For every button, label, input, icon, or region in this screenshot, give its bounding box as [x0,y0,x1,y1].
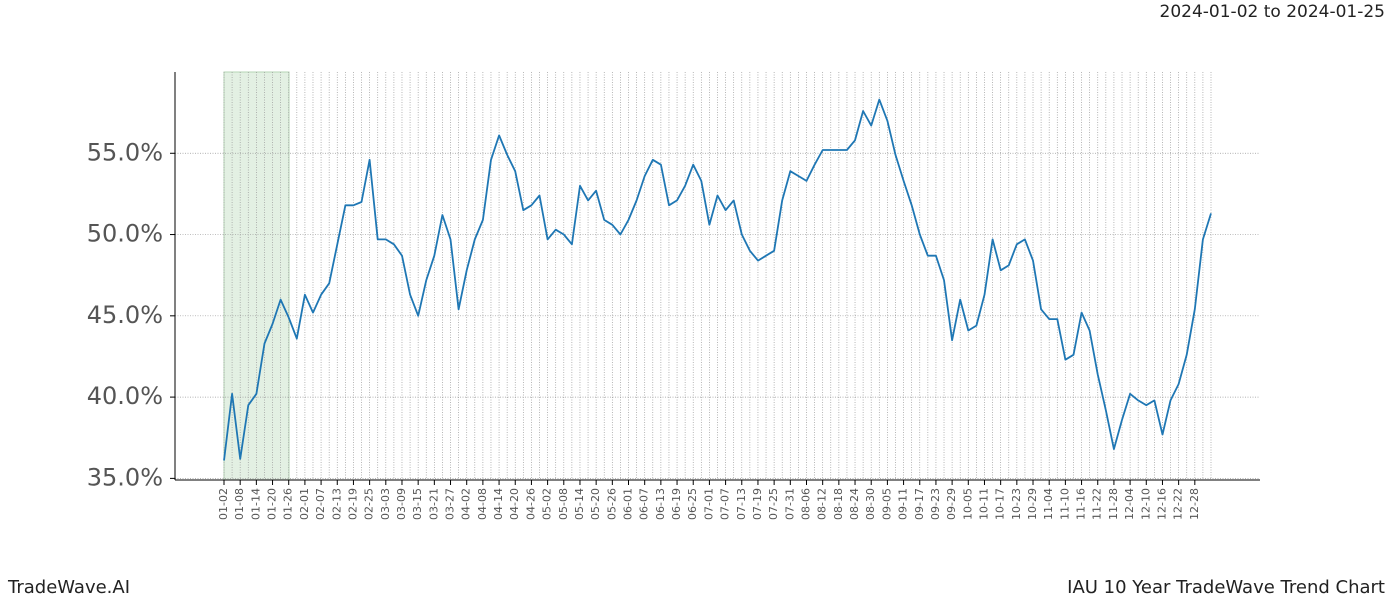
x-tick-label: 08-06 [799,488,812,520]
x-tick-label: 10-29 [1026,488,1039,520]
x-tick-label: 12-16 [1155,488,1168,520]
x-tick-label: 05-26 [605,488,618,520]
x-tick-label: 06-19 [670,488,683,520]
x-tick-label: 11-22 [1091,488,1104,520]
date-range: 2024-01-02 to 2024-01-25 [1160,2,1385,22]
x-tick-label: 12-28 [1188,488,1201,520]
x-tick-label: 01-20 [266,488,279,520]
x-tick-label: 04-14 [492,488,505,520]
x-tick-label: 10-23 [1010,488,1023,520]
x-tick-label: 07-01 [702,488,715,520]
x-tick-label: 03-09 [395,488,408,520]
x-tick-label: 09-05 [880,488,893,520]
highlight-band [223,71,290,481]
x-tick-label: 03-15 [411,488,424,520]
x-tick-label: 04-02 [460,488,473,520]
x-tick-label: 02-25 [363,488,376,520]
x-tick-label: 09-17 [913,488,926,520]
x-tick-label: 10-11 [977,488,990,520]
x-tick-label: 04-26 [524,488,537,520]
x-tick-label: 02-01 [298,488,311,520]
x-tick-label: 02-07 [314,488,327,520]
line-series [223,98,1212,461]
x-tick-label: 08-24 [848,488,861,520]
x-tick-label: 09-23 [929,488,942,520]
x-tick-label: 11-16 [1075,488,1088,520]
x-tick-label: 07-07 [719,488,732,520]
x-tick-label: 09-29 [945,488,958,520]
x-tick-label: 03-21 [427,488,440,520]
x-tick-label: 12-04 [1123,488,1136,520]
x-tick-label: 12-22 [1172,488,1185,520]
x-tick-label: 07-25 [767,488,780,520]
x-tick-label: 10-05 [961,488,974,520]
y-tick-label: 35.0% [87,463,163,491]
x-tick-label: 05-14 [573,488,586,520]
x-tick-label: 01-02 [217,488,230,520]
grid [175,72,1260,480]
x-tick-label: 01-14 [249,488,262,520]
chart-title: IAU 10 Year TradeWave Trend Chart [1067,577,1385,598]
y-tick-label: 50.0% [87,220,163,248]
x-tick-label: 05-02 [541,488,554,520]
x-tick-label: 05-20 [589,488,602,520]
x-tick-label: 04-08 [476,488,489,520]
x-tick-label: 03-03 [379,488,392,520]
x-tick-label: 07-31 [783,488,796,520]
x-tick-label: 01-26 [282,488,295,520]
x-tick-label: 01-08 [233,488,246,520]
x-tick-label: 08-12 [816,488,829,520]
x-tick-label: 08-18 [832,488,845,520]
x-tick-label: 09-11 [897,488,910,520]
x-tick-label: 02-19 [346,488,359,520]
x-tick-label: 06-13 [654,488,667,520]
x-tick-label: 06-01 [622,488,635,520]
y-tick-label: 55.0% [87,138,163,166]
x-tick-label: 06-07 [638,488,651,520]
brand: TradeWave.AI [7,577,130,598]
x-tick-label: 11-28 [1107,488,1120,520]
x-tick-label: 11-04 [1042,488,1055,520]
y-tick-label: 45.0% [87,301,163,329]
x-tick-label: 07-19 [751,488,764,520]
x-tick-label: 11-10 [1058,488,1071,520]
x-tick-label: 10-17 [994,488,1007,520]
x-tick-label: 05-08 [557,488,570,520]
marks [223,98,1212,461]
y-tick-label: 40.0% [87,382,163,410]
x-tick-label: 04-20 [508,488,521,520]
x-tick-label: 03-27 [444,488,457,520]
x-tick-label: 12-10 [1139,488,1152,520]
x-tick-label: 08-30 [864,488,877,520]
x-tick-label: 07-13 [735,488,748,520]
x-tick-label: 06-25 [686,488,699,520]
x-tick-label: 02-13 [330,488,343,520]
